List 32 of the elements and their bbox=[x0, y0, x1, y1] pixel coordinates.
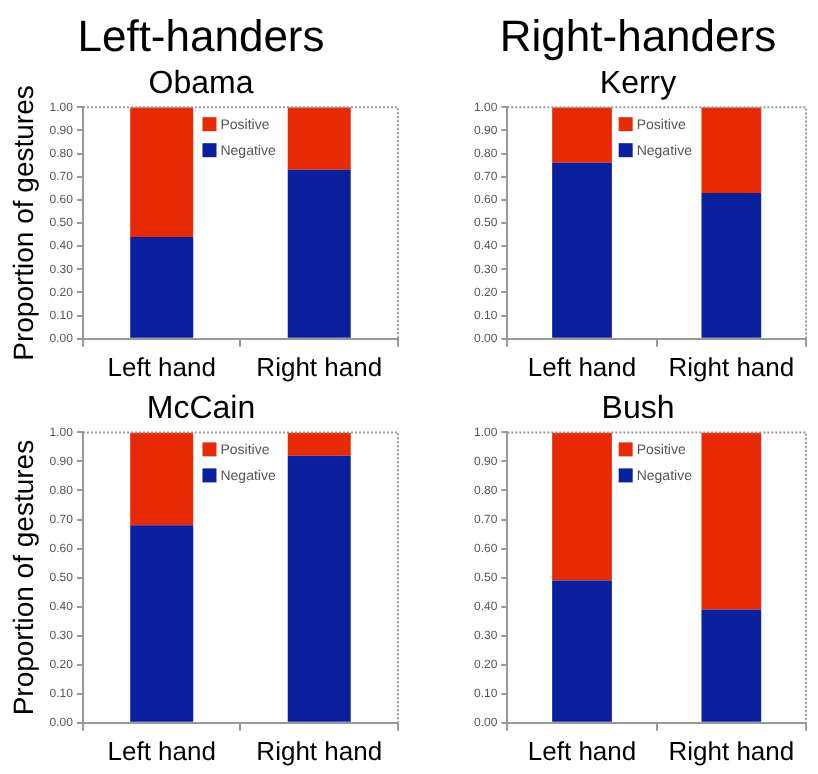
bar bbox=[130, 236, 194, 338]
x-tick-label: Left hand bbox=[527, 351, 637, 382]
x-tick-label: Right hand bbox=[256, 351, 383, 382]
bar bbox=[287, 455, 351, 722]
bar bbox=[701, 192, 762, 338]
y-axis-title: Proportion of gestures bbox=[6, 85, 39, 361]
bar bbox=[701, 107, 762, 193]
bar bbox=[130, 525, 194, 722]
y-axis-title: Proportion of gestures bbox=[6, 439, 39, 716]
bar bbox=[287, 432, 351, 456]
bar bbox=[130, 107, 194, 237]
bar bbox=[287, 107, 351, 170]
x-tick-label: Right hand bbox=[668, 351, 795, 382]
bar bbox=[552, 432, 612, 581]
bar bbox=[552, 162, 612, 338]
x-tick-label: Right hand bbox=[256, 735, 383, 766]
bar bbox=[130, 432, 194, 526]
chart-title: Bush bbox=[601, 392, 675, 427]
x-tick-label: Right hand bbox=[668, 735, 795, 766]
x-tick-label: Left hand bbox=[107, 351, 216, 382]
x-tick-label: Left hand bbox=[107, 735, 216, 766]
x-tick-label: Left hand bbox=[527, 735, 637, 766]
chart-title: Right-handers bbox=[499, 10, 777, 61]
chart-title: McCain bbox=[146, 392, 256, 427]
bar bbox=[701, 432, 762, 610]
chart-title: Left-handers bbox=[77, 10, 325, 61]
bar bbox=[701, 609, 762, 722]
chart-subtitle: Kerry bbox=[599, 66, 677, 101]
chart-subtitle: Obama bbox=[148, 66, 254, 101]
bar bbox=[552, 580, 612, 722]
bar bbox=[287, 169, 351, 338]
bar bbox=[552, 107, 612, 163]
